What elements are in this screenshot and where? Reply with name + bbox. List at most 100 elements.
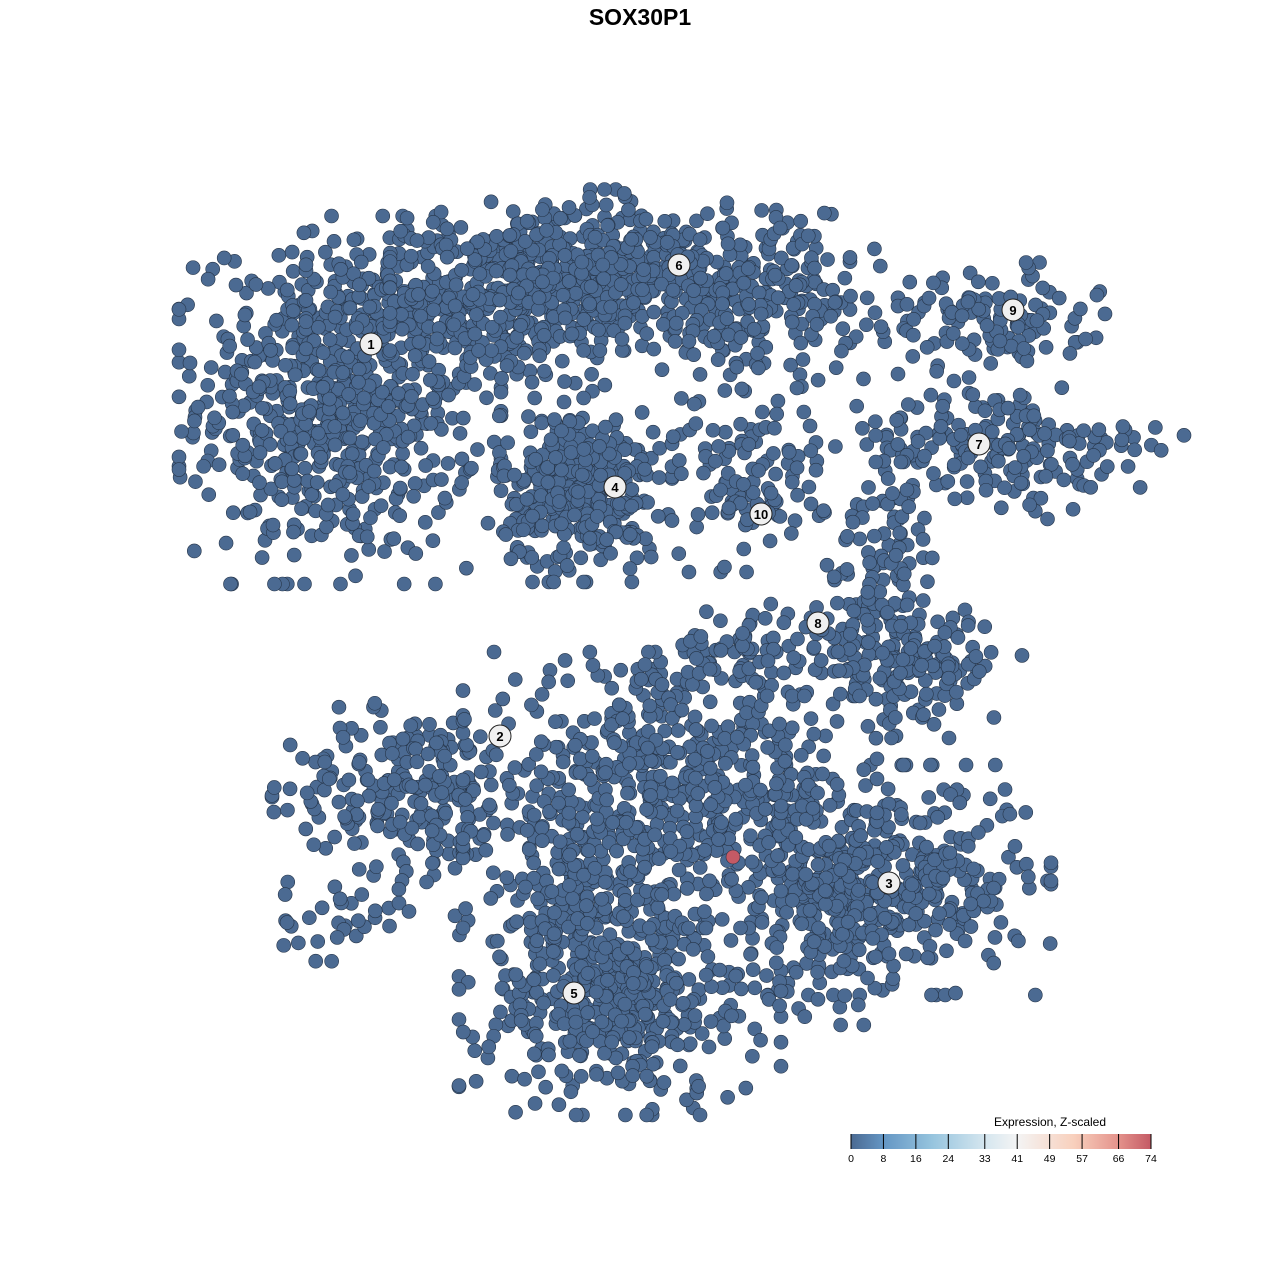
data-point [441,387,456,403]
data-point [373,498,389,513]
data-point [572,765,588,780]
data-point [598,765,613,781]
data-point [623,864,638,880]
data-point [867,241,882,257]
data-point [271,248,287,263]
data-point [353,413,368,428]
data-point [363,510,378,526]
data-point [409,754,425,770]
data-point [638,211,654,227]
data-point [589,811,605,827]
data-point [961,370,977,385]
data-point [889,412,904,428]
data-point [621,202,636,218]
data-point [399,210,415,226]
data-point [361,479,376,494]
data-point [776,665,792,681]
data-point [557,310,573,326]
data-point [745,759,761,775]
data-point [327,829,342,845]
data-point [299,785,315,801]
data-point [386,772,402,788]
data-point [1056,472,1072,488]
data-point [568,1014,584,1030]
data-point [979,318,995,333]
data-point [483,891,499,906]
data-point [420,746,436,762]
data-point [404,389,419,404]
data-point [789,460,805,476]
data-point [794,916,809,932]
data-point [425,283,440,299]
data-point [718,756,733,771]
data-point [322,771,337,787]
data-point [403,248,419,264]
data-point [279,915,295,930]
data-point [930,810,945,825]
data-point [420,259,436,274]
data-point [641,644,656,660]
data-point [828,360,844,375]
data-point [285,264,301,279]
data-point [267,456,283,471]
data-point [710,352,726,368]
data-point [842,626,858,642]
data-point [267,576,282,592]
data-point [455,1024,471,1040]
data-point [843,288,858,304]
data-point [948,985,963,1001]
data-point [455,920,471,936]
cluster-label-9: 9 [1001,298,1025,322]
data-point [784,720,800,736]
cluster-label-1: 1 [359,332,383,356]
data-point [706,328,722,344]
data-point [760,740,775,755]
data-point [536,328,552,343]
data-point [713,613,728,629]
data-point [773,883,789,899]
data-point [597,182,612,197]
data-point [853,828,868,844]
data-point [702,760,718,776]
data-point [532,348,547,364]
data-point [704,718,719,734]
data-point [266,780,282,795]
data-point [1051,290,1067,306]
data-point [599,792,614,808]
data-point [960,838,976,854]
data-point [392,480,408,496]
data-point [544,884,560,899]
data-point [718,424,733,440]
svg-text:3: 3 [885,876,892,891]
data-point [315,379,331,395]
data-point [808,462,824,478]
data-point [274,492,290,507]
data-point [832,663,847,678]
data-point [539,222,554,238]
data-point [669,975,684,991]
data-point [993,915,1009,930]
data-point [728,811,744,827]
data-point [859,317,874,333]
data-point [518,879,533,895]
data-point [622,527,638,542]
data-point [331,699,347,715]
data-point [852,688,867,704]
data-point [798,867,814,882]
data-point [438,805,454,821]
svg-text:8: 8 [814,616,821,631]
data-point [986,955,1002,971]
data-point [869,805,885,821]
data-point [360,772,376,788]
data-point [1043,873,1059,889]
data-point [370,818,385,834]
data-point [768,955,784,971]
data-point [721,500,737,516]
data-point [516,522,531,538]
data-point [761,835,776,850]
data-point [656,1075,672,1090]
data-point [359,529,375,545]
data-point [274,474,290,490]
data-point [670,723,686,738]
data-point [776,615,792,630]
